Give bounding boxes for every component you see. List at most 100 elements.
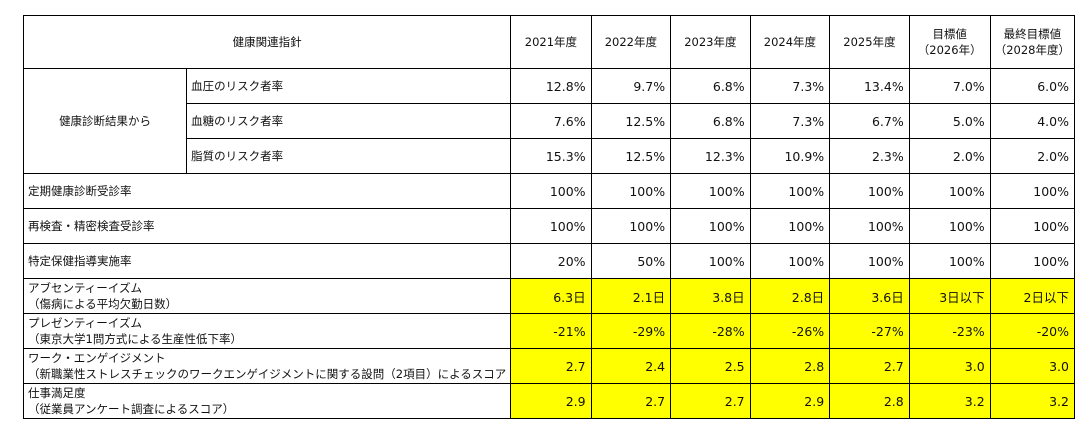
value-cell: -21% [510, 313, 592, 349]
value-cell: 12.5% [590, 103, 672, 139]
value-cell: 7.3% [749, 103, 831, 139]
header-indicator: 健康関連指針 [22, 15, 512, 69]
row-label-line: プレゼンティーイズム [28, 316, 142, 330]
value-cell: 9.7% [590, 68, 672, 104]
value-cell: 100% [590, 208, 672, 244]
table-row: 血糖のリスク者率 7.6% 12.5% 6.8% 7.3% 6.7% 5.0% 4.0% [24, 103, 1075, 139]
value-cell: 7.6% [510, 103, 592, 139]
row-label-line: 脂質のリスク者率 [191, 149, 284, 163]
table-row: 脂質のリスク者率 15.3% 12.5% 12.3% 10.9% 2.3% 2.0% 2.0% [24, 138, 1075, 174]
table-row: 再検査・精密検査受診率 100% 100% 100% 100% 100% 100% 100% [22, 208, 1075, 244]
table-row: 健康診断結果から 血圧のリスク者率 12.8% 9.7% 6.8% 7.3% 13.4% 7.… [22, 68, 1075, 174]
row-label: ワーク・エンゲイジメント （新職業性ストレスチェックのワークエンゲイジメントに関す… [22, 348, 512, 384]
value-cell: -23% [908, 313, 991, 349]
table-row: プレゼンティーイズム （東京大学1問方式による生産性低下率） -21% -29% -28… [22, 313, 1075, 349]
row-label-line: （東京大学1問方式による生産性低下率） [28, 332, 242, 346]
row-label-line: （新職業性ストレスチェックのワークエンゲイジメントに関する設問（2項目）によるス… [28, 367, 507, 381]
row-label-line: 仕事満足度 [28, 386, 86, 400]
value-cell: 7.3% [749, 68, 831, 104]
value-cell: -27% [829, 313, 910, 349]
row-label: 血圧のリスク者率 [186, 68, 512, 104]
value-cell: 20% [510, 243, 592, 279]
value-cell: -28% [670, 313, 751, 349]
value-cell: 100% [749, 208, 831, 244]
value-cell: 3.0 [908, 348, 991, 384]
table-row: アブセンティーイズム （傷病による平均欠勤日数） 6.3日 2.1日 3.8日 2.8日 3… [22, 278, 1075, 314]
row-label-line: 血圧のリスク者率 [191, 79, 284, 93]
value-cell: 100% [590, 173, 672, 209]
value-cell: 2日以下 [989, 278, 1075, 314]
value-cell: -29% [590, 313, 672, 349]
value-cell: 2.5 [670, 348, 751, 384]
row-label: アブセンティーイズム （傷病による平均欠勤日数） [22, 278, 512, 314]
row-label-line: 血糖のリスク者率 [191, 114, 284, 128]
value-cell: 100% [829, 243, 910, 279]
row-label-line: 特定保健指導実施率 [28, 254, 132, 268]
value-cell: 2.7 [510, 348, 592, 384]
value-cell: 12.3% [670, 138, 751, 174]
value-cell: 5.0% [908, 103, 991, 139]
header-target-line: 目標値 [932, 27, 967, 41]
value-cell: 6.8% [670, 103, 751, 139]
value-cell: 3.0 [989, 348, 1075, 384]
value-cell: 2.7 [829, 348, 910, 384]
value-cell: 15.3% [510, 138, 592, 174]
row-label-line: （従業員アンケート調査によるスコア） [28, 402, 235, 416]
value-cell: 3日以下 [908, 278, 991, 314]
value-cell: 50% [590, 243, 672, 279]
value-cell: -20% [989, 313, 1075, 349]
row-label: 血糖のリスク者率 [186, 103, 512, 139]
row-label-line: 再検査・精密検査受診率 [28, 219, 155, 233]
table-row: ワーク・エンゲイジメント （新職業性ストレスチェックのワークエンゲイジメントに関す… [22, 348, 1075, 384]
value-cell: 3.2 [989, 383, 1075, 419]
row-label-line: ワーク・エンゲイジメント [28, 351, 166, 365]
row-label: プレゼンティーイズム （東京大学1問方式による生産性低下率） [22, 313, 512, 349]
value-cell: 3.8日 [670, 278, 751, 314]
value-cell: 12.8% [510, 68, 592, 104]
value-cell: 100% [989, 208, 1075, 244]
value-cell: 6.3日 [510, 278, 592, 314]
value-cell: -26% [749, 313, 831, 349]
table-row: 仕事満足度 （従業員アンケート調査によるスコア） 2.9 2.7 2.7 2.9 2.8 3.… [22, 383, 1075, 419]
value-cell: 6.7% [829, 103, 910, 139]
value-cell: 4.0% [989, 103, 1075, 139]
value-cell: 2.7 [670, 383, 751, 419]
table-row: 特定保健指導実施率 20% 50% 100% 100% 100% 100% 100% [22, 243, 1075, 279]
row-label: 定期健康診断受診率 [22, 173, 512, 209]
value-cell: 100% [670, 173, 751, 209]
value-cell: 3.6日 [829, 278, 910, 314]
value-cell: 2.0% [989, 138, 1075, 174]
health-indicators-table: 健康関連指針 2021年度 2022年度 2023年度 2024年度 2025年… [22, 15, 1075, 419]
row-label: 仕事満足度 （従業員アンケート調査によるスコア） [22, 383, 512, 419]
header-final-target: 最終目標値 （2028年度） [989, 15, 1075, 69]
header-row: 健康関連指針 2021年度 2022年度 2023年度 2024年度 2025年… [22, 15, 1075, 69]
header-year: 2025年度 [829, 15, 910, 69]
value-cell: 2.1日 [590, 278, 672, 314]
value-cell: 100% [829, 173, 910, 209]
value-cell: 13.4% [829, 68, 910, 104]
value-cell: 100% [749, 243, 831, 279]
header-year: 2021年度 [510, 15, 592, 69]
value-cell: 2.3% [829, 138, 910, 174]
row-label: 再検査・精密検査受診率 [22, 208, 512, 244]
value-cell: 100% [829, 208, 910, 244]
value-cell: 2.7 [590, 383, 672, 419]
row-label-line: アブセンティーイズム [28, 281, 142, 295]
table-row: 定期健康診断受診率 100% 100% 100% 100% 100% 100% 100% [22, 173, 1075, 209]
row-label: 脂質のリスク者率 [186, 138, 512, 174]
value-cell: 2.0% [908, 138, 991, 174]
value-cell: 100% [989, 173, 1075, 209]
value-cell: 100% [908, 173, 991, 209]
header-final-target-line: （2028年度） [994, 43, 1070, 57]
value-cell: 2.8 [749, 348, 831, 384]
header-target: 目標値 （2026年） [908, 15, 991, 69]
value-cell: 6.0% [989, 68, 1075, 104]
header-year: 2024年度 [749, 15, 831, 69]
header-year: 2023年度 [670, 15, 751, 69]
row-label: 特定保健指導実施率 [22, 243, 512, 279]
value-cell: 100% [670, 208, 751, 244]
value-cell: 2.8 [829, 383, 910, 419]
row-label-line: （傷病による平均欠勤日数） [28, 297, 178, 311]
row-label-line: 定期健康診断受診率 [28, 184, 132, 198]
value-cell: 100% [510, 173, 592, 209]
